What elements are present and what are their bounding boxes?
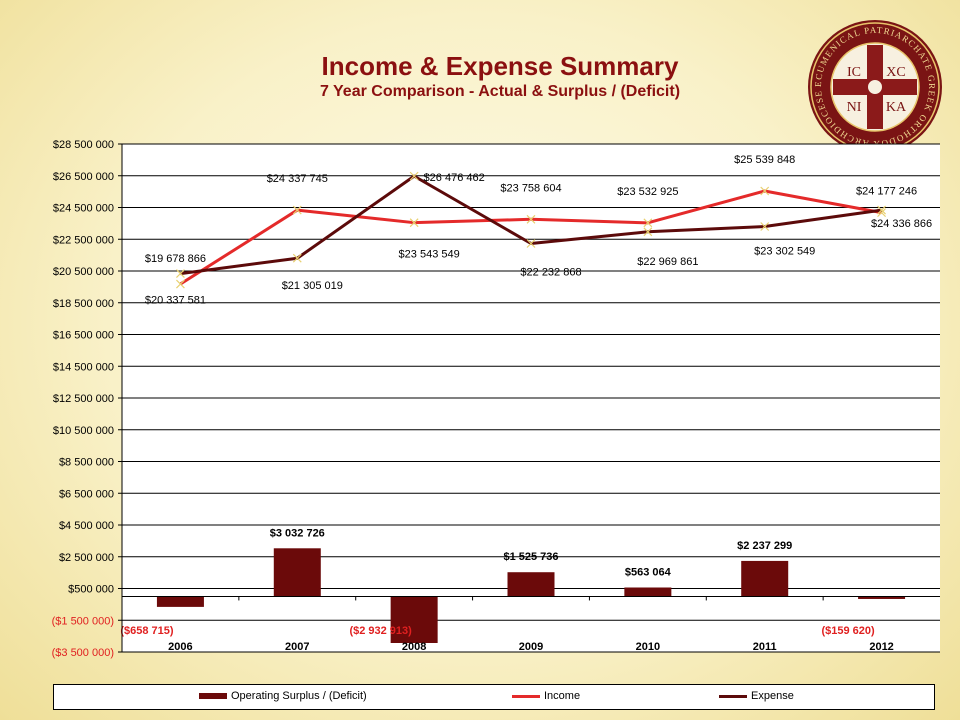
y-tick-label: $10 500 000 bbox=[53, 425, 114, 437]
legend-item-income: Income bbox=[512, 690, 580, 702]
line-series bbox=[176, 171, 886, 289]
legend-item-surplus: Operating Surplus / (Deficit) bbox=[199, 690, 367, 702]
series-point bbox=[877, 205, 886, 215]
surplus-bar-label: $1 525 736 bbox=[503, 551, 558, 563]
legend: Operating Surplus / (Deficit) Income Exp… bbox=[53, 684, 935, 710]
surplus-bar bbox=[390, 596, 438, 643]
y-tick-label: $12 500 000 bbox=[53, 393, 114, 405]
y-axis: $28 500 000 $26 500 000 $24 500 000 $22 500… bbox=[52, 139, 940, 659]
legend-swatch-expense bbox=[719, 694, 747, 698]
x-tick-label: 2007 bbox=[285, 641, 309, 653]
y-tick-label: $20 500 000 bbox=[53, 266, 114, 278]
series-point bbox=[292, 253, 302, 263]
data-labels: ($658 715) $3 032 726 ($2 932 913) $1 525 7… bbox=[120, 154, 932, 637]
y-tick-label: ($1 500 000) bbox=[52, 615, 114, 627]
series-point bbox=[409, 218, 419, 228]
series-point bbox=[409, 171, 419, 181]
x-axis: 2006 2007 2008 2009 2010 2011 2012 bbox=[121, 595, 940, 653]
y-tick-label: $14 500 000 bbox=[53, 361, 114, 373]
surplus-bar bbox=[858, 596, 906, 599]
income-data-label: $25 539 848 bbox=[734, 154, 795, 166]
title-block: Income & Expense Summary 7 Year Comparis… bbox=[200, 50, 800, 102]
x-tick-label: 2011 bbox=[753, 641, 777, 653]
series-point bbox=[176, 279, 185, 289]
y-tick-label: $4 500 000 bbox=[59, 520, 114, 532]
y-tick-label: $24 500 000 bbox=[53, 203, 114, 215]
expense-data-label: $26 476 462 bbox=[424, 172, 485, 184]
surplus-bar-label: ($658 715) bbox=[120, 625, 174, 637]
legend-swatch-surplus bbox=[199, 693, 227, 699]
chart-title: Income & Expense Summary bbox=[321, 51, 679, 81]
x-tick-label: 2009 bbox=[519, 641, 543, 653]
archdiocese-seal-logo: ECUMENICAL PATRIARCHATE GREEK ORTHODOX A… bbox=[806, 18, 942, 154]
expense-data-label: $22 232 868 bbox=[520, 266, 581, 278]
surplus-bar bbox=[507, 572, 555, 597]
legend-label-income: Income bbox=[544, 690, 581, 702]
expense-data-label: $21 305 019 bbox=[282, 280, 343, 292]
svg-text:NI: NI bbox=[847, 100, 862, 115]
surplus-bar bbox=[741, 560, 789, 597]
surplus-bars bbox=[156, 548, 906, 643]
surplus-bar-label: $3 032 726 bbox=[270, 527, 325, 539]
series-point bbox=[526, 214, 536, 224]
series-point bbox=[760, 186, 770, 196]
x-tick-label: 2008 bbox=[402, 641, 426, 653]
expense-data-label: $22 969 861 bbox=[637, 256, 698, 268]
y-tick-label: $28 500 000 bbox=[53, 139, 114, 151]
expense-data-label: $23 302 549 bbox=[754, 246, 815, 258]
expense-data-label: $20 337 581 bbox=[145, 295, 206, 307]
y-tick-label: $500 000 bbox=[68, 584, 114, 596]
income-data-label: $23 543 549 bbox=[399, 249, 460, 261]
series-point bbox=[176, 269, 185, 279]
svg-text:IC: IC bbox=[847, 65, 861, 80]
surplus-bar-label: $563 064 bbox=[625, 566, 672, 578]
x-tick-label: 2006 bbox=[168, 641, 192, 653]
surplus-bar bbox=[624, 587, 672, 597]
series-point bbox=[643, 227, 653, 237]
y-tick-label: $26 500 000 bbox=[53, 171, 114, 183]
x-tick-label: 2012 bbox=[869, 641, 893, 653]
surplus-bar-label: ($2 932 913) bbox=[349, 625, 412, 637]
surplus-bar bbox=[273, 548, 321, 597]
income-data-label: $24 337 745 bbox=[267, 173, 328, 185]
y-tick-label: $22 500 000 bbox=[53, 234, 114, 246]
y-tick-label: $2 500 000 bbox=[59, 552, 114, 564]
series-point bbox=[760, 222, 770, 231]
y-tick-label: ($3 500 000) bbox=[52, 647, 114, 659]
legend-item-expense: Expense bbox=[719, 690, 794, 702]
income-data-label: $19 678 866 bbox=[145, 253, 206, 265]
y-tick-label: $18 500 000 bbox=[53, 298, 114, 310]
legend-label-expense: Expense bbox=[751, 690, 794, 702]
income-data-label: $23 758 604 bbox=[500, 182, 561, 194]
y-tick-label: $8 500 000 bbox=[59, 457, 114, 469]
income-data-label: $24 177 246 bbox=[856, 186, 917, 198]
income-data-label: $23 532 925 bbox=[617, 186, 678, 198]
surplus-bar-label: $2 237 299 bbox=[737, 540, 792, 552]
surplus-bar bbox=[156, 596, 204, 607]
series-point bbox=[643, 218, 653, 228]
expense-data-label: $24 336 866 bbox=[871, 218, 932, 230]
svg-text:KA: KA bbox=[886, 100, 907, 115]
series-point bbox=[292, 205, 302, 215]
legend-swatch-income bbox=[512, 694, 540, 698]
x-tick-label: 2010 bbox=[636, 641, 660, 653]
chart-subtitle: 7 Year Comparison - Actual & Surplus / (… bbox=[319, 83, 681, 100]
y-tick-label: $16 500 000 bbox=[53, 330, 114, 342]
surplus-bar-label: ($159 620) bbox=[821, 625, 875, 637]
legend-label-surplus: Operating Surplus / (Deficit) bbox=[231, 690, 367, 702]
svg-text:XC: XC bbox=[886, 65, 905, 80]
y-tick-label: $6 500 000 bbox=[59, 488, 114, 500]
series-point bbox=[526, 239, 536, 248]
